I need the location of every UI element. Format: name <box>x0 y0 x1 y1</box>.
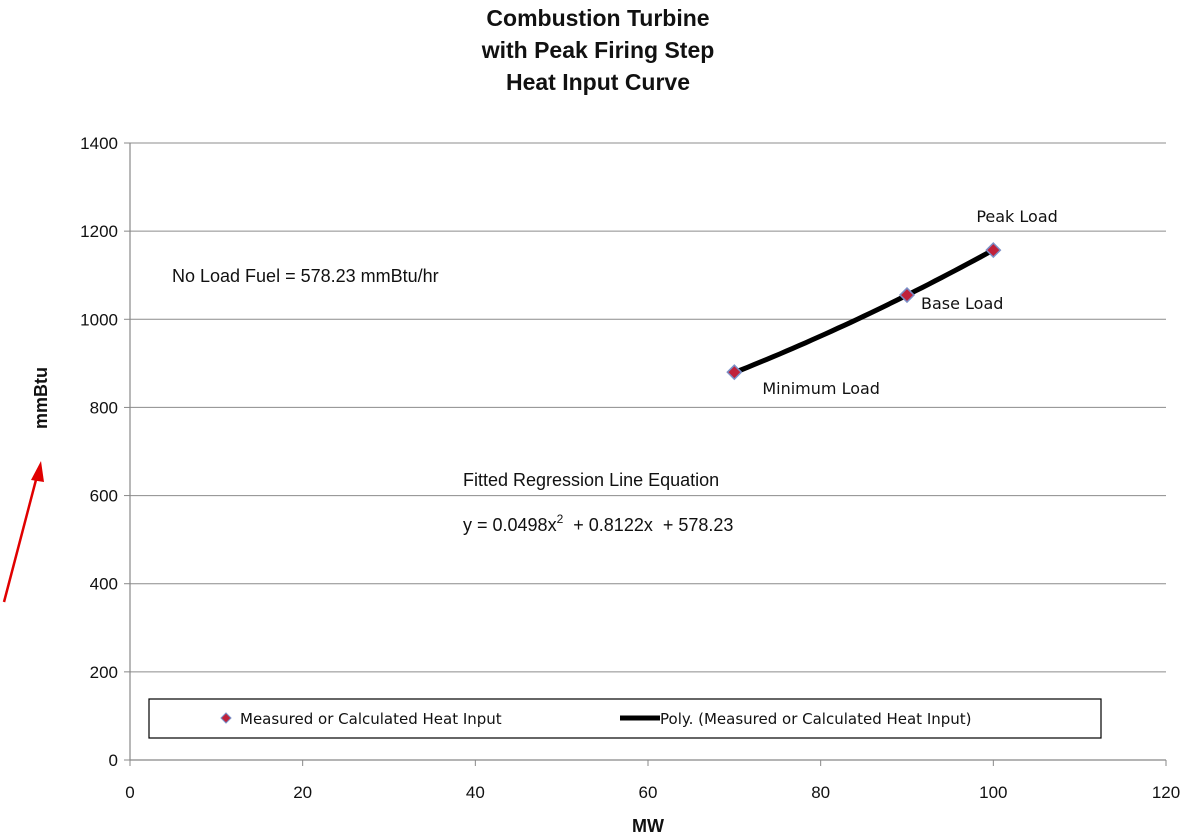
y-tick-label: 1000 <box>80 310 118 329</box>
x-axis-label: MW <box>632 816 664 836</box>
y-tick-label: 0 <box>109 751 118 770</box>
axes <box>129 143 1166 761</box>
y-tick-label: 800 <box>90 398 118 417</box>
x-tick-label: 0 <box>125 783 134 802</box>
chart-title: Combustion Turbine with Peak Firing Step… <box>0 2 1196 98</box>
equation-prefix: y = 0.0498x <box>463 515 557 535</box>
y-tick-label: 200 <box>90 663 118 682</box>
x-tick-label: 40 <box>466 783 485 802</box>
x-tick-labels: 0 20 40 60 80 100 120 <box>125 783 1180 802</box>
legend-series-2: Poly. (Measured or Calculated Heat Input… <box>660 710 972 728</box>
chart-title-line: with Peak Firing Step <box>481 37 715 63</box>
legend-series-1: Measured or Calculated Heat Input <box>240 710 502 728</box>
legend-marker-icon <box>220 712 232 724</box>
x-tick-label: 60 <box>639 783 658 802</box>
y-tick-label: 1400 <box>80 134 118 153</box>
x-tick-label: 100 <box>979 783 1007 802</box>
y-axis-label: mmBtu <box>31 367 51 429</box>
legend: Measured or Calculated Heat Input Poly. … <box>148 698 1102 739</box>
regression-equation: y = 0.0498x2 + 0.8122x + 578.23 <box>463 512 733 535</box>
no-load-fuel-annotation: No Load Fuel = 578.23 mmBtu/hr <box>172 266 439 286</box>
gridlines <box>124 142 1167 766</box>
regression-heading-annotation: Fitted Regression Line Equation <box>463 470 719 490</box>
point-label: Base Load <box>921 294 1003 313</box>
y-tick-labels: 0 200 400 600 800 1000 1200 1400 <box>80 134 118 770</box>
equation-suffix: + 0.8122x + 578.23 <box>563 515 733 535</box>
point-label: Peak Load <box>976 207 1057 226</box>
equation-exponent: 2 <box>557 512 564 526</box>
y-tick-label: 400 <box>90 575 118 594</box>
x-tick-label: 80 <box>811 783 830 802</box>
y-tick-label: 1200 <box>80 222 118 241</box>
point-label: Minimum Load <box>762 379 880 398</box>
data-point <box>985 242 1002 259</box>
x-tick-label: 20 <box>293 783 312 802</box>
point-labels: Minimum Load Base Load Peak Load <box>762 207 1057 398</box>
data-points <box>726 242 1002 381</box>
data-point <box>726 364 743 381</box>
x-tick-label: 120 <box>1152 783 1180 802</box>
chart-title-line: Heat Input Curve <box>505 69 691 95</box>
chart-title-line: Combustion Turbine <box>486 5 710 31</box>
red-arrow-icon <box>2 461 44 603</box>
y-tick-label: 600 <box>90 487 118 506</box>
poly-trendline <box>731 247 996 376</box>
data-point <box>898 286 916 304</box>
